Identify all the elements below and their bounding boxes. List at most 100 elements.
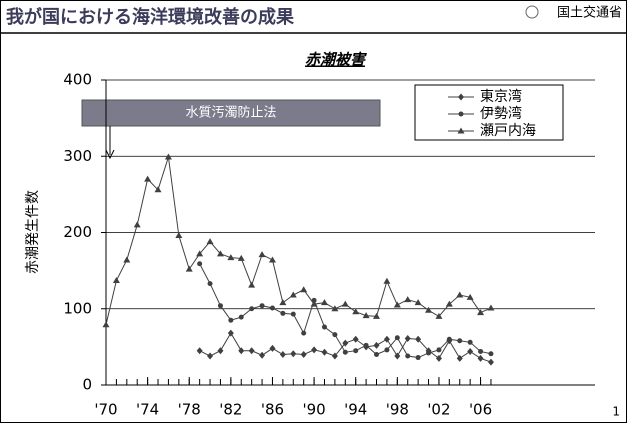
- annotation-arrowhead: [105, 149, 115, 160]
- marker: [248, 281, 256, 288]
- marker: [436, 347, 442, 353]
- marker: [248, 347, 255, 355]
- marker: [457, 127, 465, 134]
- marker: [383, 335, 390, 343]
- marker: [217, 303, 223, 309]
- x-tick-label: '82: [219, 401, 242, 419]
- marker: [185, 265, 193, 272]
- marker: [342, 339, 349, 347]
- marker: [238, 347, 245, 355]
- marker: [321, 324, 327, 330]
- marker: [426, 350, 432, 356]
- marker: [478, 348, 484, 354]
- marker: [289, 291, 297, 298]
- marker: [196, 347, 203, 355]
- marker: [279, 299, 287, 306]
- header-title: 我が国における海洋環境改善の成果: [6, 6, 295, 28]
- annotation-box: [81, 99, 381, 127]
- marker: [290, 311, 296, 317]
- marker: [331, 305, 339, 312]
- marker: [290, 350, 297, 358]
- chart-title: 赤潮被害: [305, 51, 367, 69]
- marker: [154, 186, 162, 193]
- marker: [363, 342, 369, 348]
- marker: [320, 299, 328, 306]
- marker: [415, 355, 421, 361]
- marker: [133, 221, 141, 228]
- marker: [487, 304, 495, 311]
- marker: [269, 344, 276, 352]
- legend-label: 伊勢湾: [480, 105, 522, 122]
- marker: [458, 93, 464, 101]
- series-line: [105, 156, 492, 325]
- marker: [207, 281, 213, 287]
- marker: [394, 335, 400, 341]
- marker: [300, 351, 307, 358]
- page-number: 1: [612, 405, 620, 419]
- marker: [227, 329, 234, 337]
- marker: [268, 256, 276, 263]
- marker: [311, 346, 318, 354]
- marker: [269, 305, 275, 311]
- y-tick-label: 0: [82, 376, 92, 394]
- x-tick-label: '70: [94, 401, 117, 419]
- marker: [332, 332, 338, 338]
- x-tick-label: '06: [469, 401, 492, 419]
- x-tick-label: '02: [427, 401, 450, 419]
- marker: [300, 286, 308, 293]
- marker: [238, 314, 244, 320]
- marker: [112, 277, 120, 284]
- marker: [123, 256, 131, 263]
- y-tick-label: 200: [63, 223, 92, 241]
- marker: [217, 347, 224, 355]
- marker: [467, 339, 473, 345]
- marker: [384, 347, 390, 353]
- x-tick-label: '78: [178, 401, 201, 419]
- marker: [196, 250, 204, 257]
- marker: [175, 232, 183, 239]
- marker: [383, 277, 391, 284]
- marker: [228, 317, 234, 323]
- marker: [477, 354, 484, 362]
- marker: [477, 309, 485, 316]
- marker: [197, 261, 203, 267]
- marker: [352, 308, 360, 315]
- marker: [404, 296, 412, 303]
- marker: [456, 291, 464, 298]
- marker: [342, 349, 348, 355]
- marker: [415, 335, 422, 343]
- marker: [164, 153, 172, 160]
- marker: [258, 251, 266, 258]
- marker: [362, 312, 370, 319]
- ministry-logo: [525, 5, 539, 19]
- marker: [457, 338, 463, 344]
- marker: [405, 353, 411, 359]
- marker: [321, 348, 328, 356]
- marker: [487, 358, 494, 366]
- marker: [341, 300, 349, 307]
- y-tick-label: 400: [63, 71, 92, 89]
- marker: [373, 341, 380, 349]
- legend-label: 東京湾: [480, 88, 522, 105]
- marker: [259, 303, 265, 309]
- marker: [414, 299, 422, 306]
- x-tick-label: '90: [302, 401, 325, 419]
- marker: [458, 111, 464, 117]
- y-tick-label: 300: [63, 147, 92, 165]
- x-tick-label: '86: [261, 401, 284, 419]
- marker: [102, 321, 110, 328]
- marker: [227, 254, 235, 261]
- marker: [216, 250, 224, 257]
- marker: [331, 352, 338, 360]
- marker: [249, 306, 255, 312]
- marker: [374, 352, 380, 357]
- marker: [144, 175, 152, 182]
- x-tick-label: '94: [344, 401, 367, 419]
- marker: [488, 351, 494, 357]
- marker: [280, 310, 286, 316]
- marker: [435, 312, 443, 319]
- marker: [353, 348, 359, 354]
- marker: [352, 335, 359, 343]
- marker: [310, 300, 318, 307]
